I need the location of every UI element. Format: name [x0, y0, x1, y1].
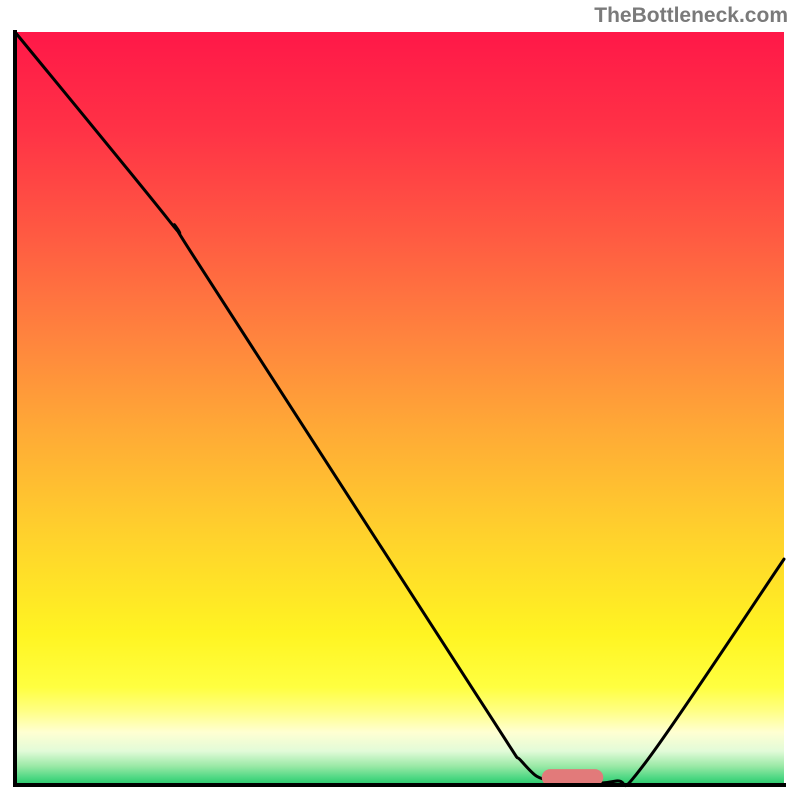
bottleneck-chart	[0, 0, 800, 800]
watermark-text: TheBottleneck.com	[594, 4, 788, 28]
chart-background	[15, 32, 784, 785]
chart-container: { "watermark": { "text": "TheBottleneck.…	[0, 0, 800, 800]
